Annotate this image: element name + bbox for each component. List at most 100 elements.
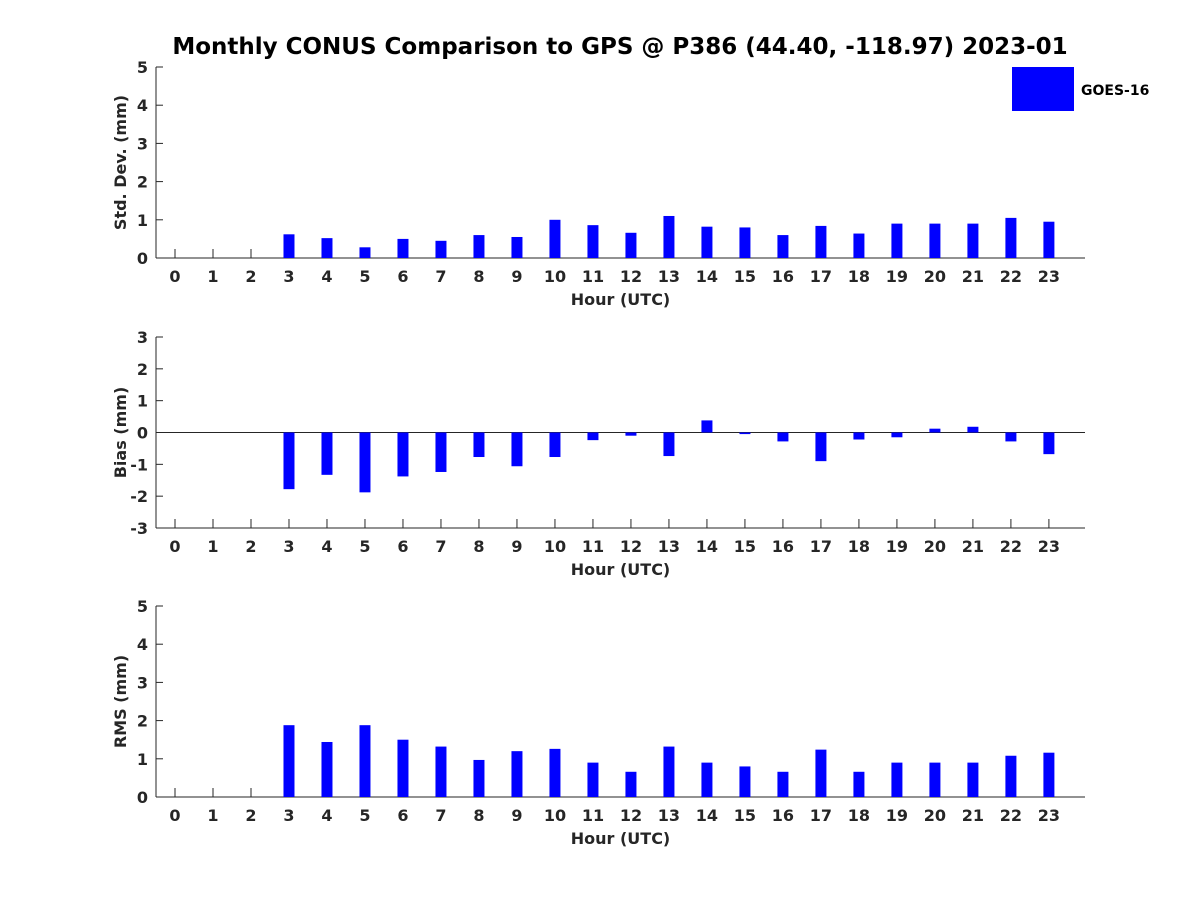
bar xyxy=(283,234,295,258)
bar xyxy=(739,432,751,435)
bar xyxy=(549,748,561,797)
bar xyxy=(435,746,447,797)
x-tick-label: 20 xyxy=(924,537,946,556)
x-tick-label: 4 xyxy=(321,267,332,286)
y-tick-label: 5 xyxy=(137,58,148,77)
bar xyxy=(625,432,637,436)
chart-title: Monthly CONUS Comparison to GPS @ P386 (… xyxy=(172,34,1067,60)
bar xyxy=(1043,221,1055,258)
bar xyxy=(929,428,941,433)
x-tick-label: 3 xyxy=(283,267,294,286)
bar xyxy=(701,762,713,797)
bar xyxy=(587,225,599,258)
y-tick-label: 4 xyxy=(137,96,148,115)
bar xyxy=(853,432,865,440)
x-axis-label: Hour (UTC) xyxy=(571,560,671,579)
bar xyxy=(929,762,941,797)
bar xyxy=(967,223,979,258)
x-tick-label: 7 xyxy=(435,806,446,825)
x-tick-label: 14 xyxy=(696,267,718,286)
x-tick-label: 22 xyxy=(1000,267,1022,286)
bar xyxy=(739,227,751,258)
bar xyxy=(891,432,903,438)
y-tick-label: -3 xyxy=(130,519,148,538)
x-tick-label: 4 xyxy=(321,537,332,556)
bar xyxy=(397,238,409,258)
x-tick-label: 22 xyxy=(1000,806,1022,825)
x-tick-label: 7 xyxy=(435,267,446,286)
y-tick-label: 2 xyxy=(137,173,148,192)
bar xyxy=(777,432,789,442)
bar xyxy=(1043,432,1055,455)
bar xyxy=(663,215,675,258)
bar xyxy=(929,223,941,258)
bar xyxy=(283,725,295,797)
x-tick-label: 11 xyxy=(582,806,604,825)
x-tick-label: 4 xyxy=(321,806,332,825)
bar xyxy=(815,225,827,258)
x-tick-label: 12 xyxy=(620,806,642,825)
bar xyxy=(1043,752,1055,797)
x-tick-label: 18 xyxy=(848,267,870,286)
x-tick-label: 17 xyxy=(810,806,832,825)
y-tick-label: 2 xyxy=(137,360,148,379)
x-tick-label: 10 xyxy=(544,806,566,825)
bar xyxy=(359,725,371,797)
y-tick-label: 3 xyxy=(137,328,148,347)
legend: GOES-16 xyxy=(1012,67,1149,111)
x-tick-label: 21 xyxy=(962,537,984,556)
bar xyxy=(549,219,561,258)
x-tick-label: 22 xyxy=(1000,537,1022,556)
bar xyxy=(511,236,523,258)
bar xyxy=(321,741,333,797)
x-tick-label: 21 xyxy=(962,267,984,286)
bar xyxy=(397,432,409,477)
x-tick-label: 9 xyxy=(511,267,522,286)
bar xyxy=(587,762,599,797)
y-tick-label: 2 xyxy=(137,712,148,731)
bar xyxy=(283,432,295,490)
y-tick-label: 0 xyxy=(137,424,148,443)
x-tick-label: 10 xyxy=(544,267,566,286)
x-tick-label: 12 xyxy=(620,537,642,556)
y-tick-label: 5 xyxy=(137,597,148,616)
x-tick-label: 1 xyxy=(207,267,218,286)
bar xyxy=(587,432,599,441)
x-tick-label: 19 xyxy=(886,267,908,286)
x-tick-label: 15 xyxy=(734,806,756,825)
x-tick-label: 23 xyxy=(1038,806,1060,825)
x-tick-label: 15 xyxy=(734,267,756,286)
x-tick-label: 1 xyxy=(207,537,218,556)
bar xyxy=(1005,217,1017,258)
x-tick-label: 21 xyxy=(962,806,984,825)
x-tick-label: 23 xyxy=(1038,537,1060,556)
x-tick-label: 8 xyxy=(473,537,484,556)
bar xyxy=(321,238,333,258)
x-tick-label: 1 xyxy=(207,806,218,825)
x-tick-label: 16 xyxy=(772,267,794,286)
x-tick-label: 14 xyxy=(696,806,718,825)
x-tick-label: 6 xyxy=(397,267,408,286)
x-tick-label: 16 xyxy=(772,806,794,825)
y-tick-label: 1 xyxy=(137,392,148,411)
bar xyxy=(663,432,675,457)
bar xyxy=(473,235,485,258)
x-tick-label: 3 xyxy=(283,806,294,825)
x-tick-label: 18 xyxy=(848,806,870,825)
x-tick-label: 0 xyxy=(169,537,180,556)
bar xyxy=(777,235,789,258)
x-tick-label: 5 xyxy=(359,806,370,825)
x-tick-label: 15 xyxy=(734,537,756,556)
x-tick-label: 18 xyxy=(848,537,870,556)
x-tick-label: 14 xyxy=(696,537,718,556)
y-tick-label: 3 xyxy=(137,134,148,153)
bar xyxy=(359,432,371,493)
bar xyxy=(701,420,713,433)
x-tick-label: 12 xyxy=(620,267,642,286)
x-tick-label: 16 xyxy=(772,537,794,556)
x-tick-label: 19 xyxy=(886,537,908,556)
y-tick-label: -1 xyxy=(130,455,148,474)
